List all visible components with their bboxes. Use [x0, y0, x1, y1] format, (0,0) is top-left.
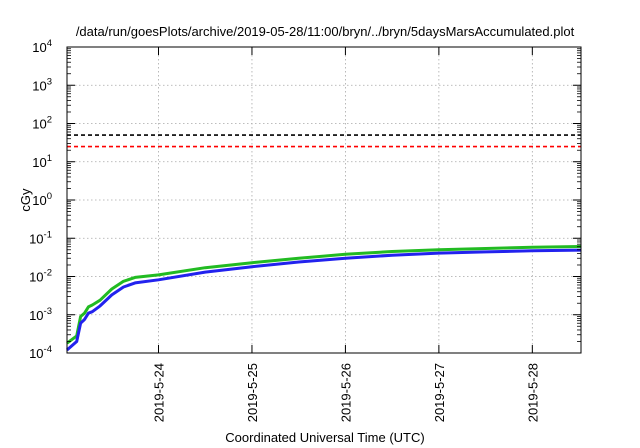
x-tick-label: 2019-5-28 — [525, 363, 540, 422]
y-tick-base: 10 — [32, 117, 46, 132]
series-line — [66, 245, 582, 345]
y-tick-base: 10 — [32, 193, 46, 208]
ticks-layer — [67, 46, 581, 354]
y-tick-label: 10-3 — [29, 306, 52, 323]
y-tick-label: 103 — [32, 76, 52, 93]
y-tick-exponent: 3 — [47, 76, 52, 87]
y-tick-exponent: -2 — [44, 268, 52, 279]
x-tick-labels: 2019-5-24 2019-5-25 2019-5-26 2019-5-27 2019… — [152, 363, 541, 422]
y-tick-label: 10-1 — [29, 229, 52, 246]
y-tick-base: 10 — [29, 231, 43, 246]
y-tick-exponent: -3 — [44, 306, 52, 317]
y-tick-base: 10 — [29, 308, 43, 323]
x-tick-label: 2019-5-26 — [338, 363, 353, 422]
y-tick-label: 10-2 — [29, 268, 52, 285]
y-tick-exponent: -1 — [44, 229, 52, 240]
chart-title: /data/run/goesPlots/archive/2019-05-28/1… — [76, 24, 575, 39]
y-tick-exponent: 1 — [47, 153, 52, 164]
y-tick-exponent: 2 — [47, 115, 52, 126]
y-tick-exponent: -4 — [44, 344, 52, 355]
y-tick-base: 10 — [29, 346, 43, 361]
y-tick-label: 102 — [32, 115, 52, 132]
x-tick-label: 2019-5-25 — [245, 363, 260, 422]
y-tick-label: 10-4 — [29, 344, 52, 361]
x-axis-label: Coordinated Universal Time (UTC) — [225, 430, 424, 445]
reference-lines — [67, 134, 581, 148]
y-tick-exponent: 0 — [47, 191, 52, 202]
series-layer — [66, 245, 582, 352]
y-tick-base: 10 — [32, 78, 46, 93]
y-tick-base: 10 — [29, 270, 43, 285]
x-tick-label: 2019-5-24 — [152, 363, 167, 422]
series-line — [66, 248, 582, 352]
y-tick-base: 10 — [32, 40, 46, 55]
y-tick-base: 10 — [32, 155, 46, 170]
y-axis-label: cGy — [18, 188, 33, 212]
y-tick-label: 100 — [32, 191, 52, 208]
y-tick-exponent: 4 — [47, 38, 52, 49]
grid-layer — [67, 47, 581, 353]
y-tick-label: 104 — [32, 38, 52, 55]
x-tick-label: 2019-5-27 — [432, 363, 447, 422]
y-tick-label: 101 — [32, 153, 52, 170]
